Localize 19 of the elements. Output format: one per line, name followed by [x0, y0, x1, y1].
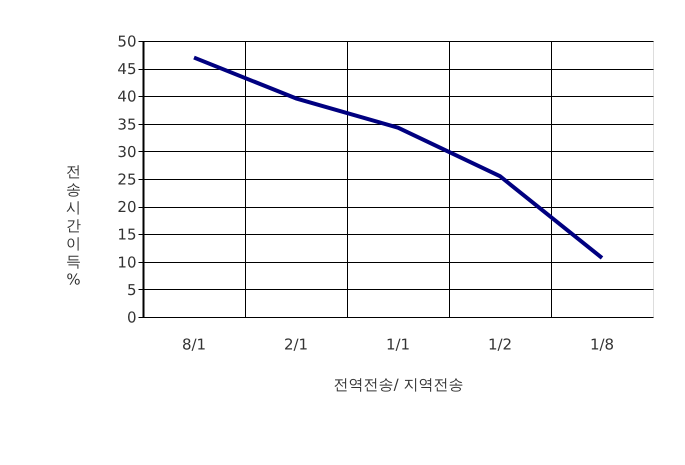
- line-series: [192, 56, 604, 260]
- x-tick-label: 2/1: [284, 336, 308, 354]
- x-tick-label: 1/8: [590, 336, 614, 354]
- x-tick-label: 8/1: [182, 336, 206, 354]
- y-tick-label: 5: [126, 280, 136, 299]
- y-axis-title: 전송시간 이득%: [66, 162, 81, 288]
- x-tick-label: 1/1: [386, 336, 410, 354]
- y-tick-label: 40: [117, 88, 136, 106]
- y-tick-label: 10: [117, 253, 136, 272]
- x-tick-label: 1/2: [488, 336, 512, 354]
- y-tick-label: 20: [117, 198, 136, 216]
- y-tick-label: 35: [117, 115, 136, 134]
- y-tick-label: 0: [126, 308, 136, 326]
- y-tick-label: 15: [117, 226, 136, 244]
- y-tick-label: 45: [117, 60, 136, 78]
- y-tick-label: 50: [117, 32, 136, 50]
- y-tick-label: 30: [117, 142, 136, 161]
- x-axis-title: 전역전송/ 지역전송: [334, 376, 464, 394]
- y-tick-label: 25: [117, 170, 136, 188]
